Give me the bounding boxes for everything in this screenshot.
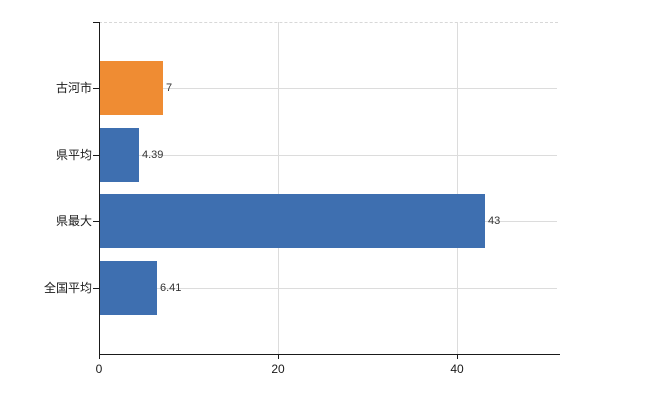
y-gridline	[99, 88, 557, 89]
y-axis-top-tick	[93, 22, 99, 23]
y-axis-tick	[93, 155, 99, 156]
x-gridline	[457, 22, 458, 354]
y-axis-line	[99, 22, 100, 354]
x-tick-label: 20	[271, 362, 285, 376]
x-tick-label: 40	[450, 362, 464, 376]
y-axis-tick	[93, 288, 99, 289]
x-axis-tick	[278, 355, 279, 359]
category-label: 古河市	[55, 81, 92, 95]
bar-1	[100, 61, 163, 115]
y-axis-tick	[93, 221, 99, 222]
category-label: 全国平均	[43, 281, 92, 295]
x-tick-label: 0	[95, 362, 103, 376]
bar-value-label: 43	[488, 215, 501, 227]
x-gridline	[278, 22, 279, 354]
y-axis-tick	[93, 88, 99, 89]
y-gridline	[99, 288, 557, 289]
bar-4	[100, 261, 157, 315]
x-axis-tick	[457, 355, 458, 359]
bar-value-label: 4.39	[142, 149, 164, 161]
category-label: 県平均	[55, 148, 92, 162]
bar-3	[100, 194, 485, 248]
bar-2	[100, 128, 139, 182]
category-label: 県最大	[55, 214, 92, 228]
x-axis-line	[99, 354, 560, 355]
y-gridline	[99, 155, 557, 156]
x-axis-tick	[99, 355, 100, 359]
bar-value-label: 7	[166, 82, 173, 94]
bar-value-label: 6.41	[160, 282, 182, 294]
plot-top-dashed-border	[99, 22, 558, 23]
